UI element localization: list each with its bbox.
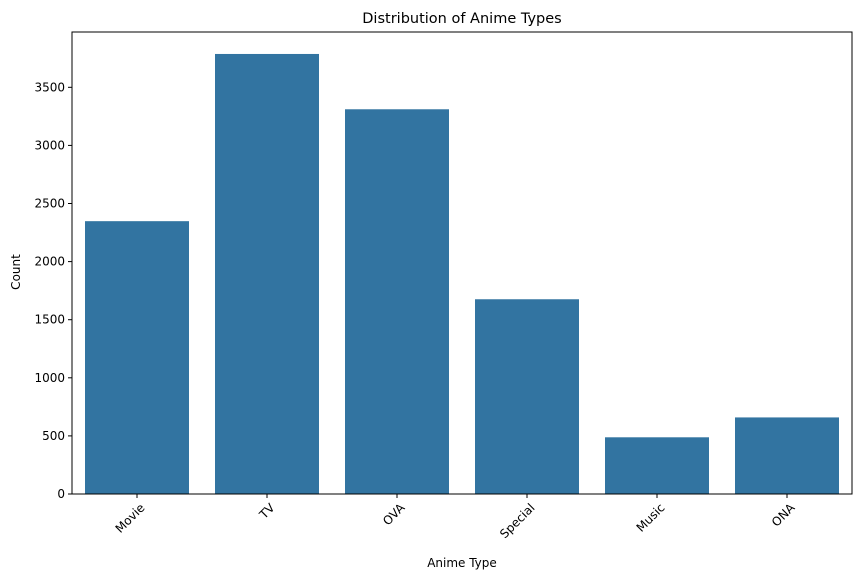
bars-group bbox=[85, 53, 839, 495]
x-tick-label: Music bbox=[634, 501, 668, 535]
x-tick-label: ONA bbox=[769, 500, 798, 529]
y-tick-label: 500 bbox=[42, 429, 65, 443]
x-tick-label: Special bbox=[497, 501, 537, 541]
y-tick-label: 1000 bbox=[34, 371, 65, 385]
y-tick-label: 0 bbox=[57, 487, 65, 501]
y-tick-label: 3500 bbox=[34, 80, 65, 94]
x-tick-label: TV bbox=[256, 500, 278, 522]
x-axis: Movie TV OVA Special Music ONA bbox=[113, 494, 798, 541]
bar-ona bbox=[735, 417, 839, 494]
plot-frame bbox=[71, 31, 853, 495]
bar-special bbox=[475, 299, 579, 494]
chart-title: Distribution of Anime Types bbox=[362, 11, 561, 27]
y-tick-label: 2000 bbox=[34, 255, 65, 269]
x-tick-label: Movie bbox=[113, 501, 148, 536]
x-axis-label: Anime Type bbox=[427, 556, 497, 570]
y-tick-label: 3000 bbox=[34, 138, 65, 152]
bar-movie bbox=[85, 221, 189, 495]
y-axis: 0 500 1000 1500 2000 2500 3000 3500 bbox=[34, 80, 72, 501]
bar-music bbox=[605, 437, 709, 494]
x-tick-label: OVA bbox=[380, 500, 408, 528]
y-tick-label: 1500 bbox=[34, 313, 65, 327]
bar-ova bbox=[345, 109, 449, 495]
y-axis-label: Count bbox=[9, 254, 23, 290]
y-tick-label: 2500 bbox=[34, 197, 65, 211]
bar-tv bbox=[215, 53, 319, 494]
